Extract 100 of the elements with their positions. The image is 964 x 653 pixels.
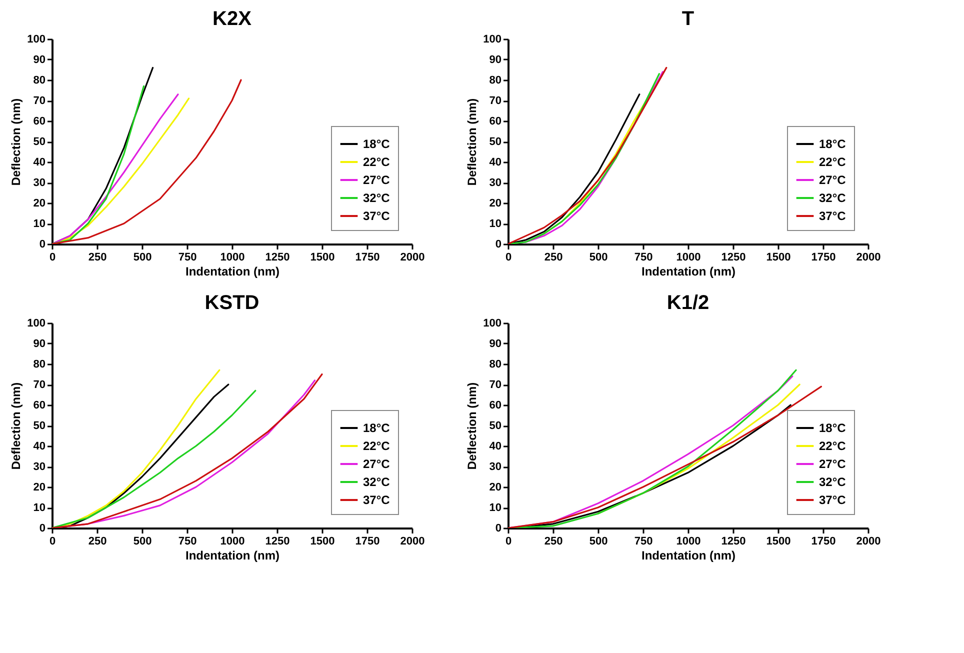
- x-tick-label: 1250: [721, 536, 746, 548]
- y-tick-label: 80: [33, 358, 46, 370]
- x-tick-label: 500: [133, 252, 152, 264]
- y-tick-label: 40: [33, 440, 46, 452]
- chart-title: K2X: [212, 8, 252, 30]
- y-tick-label: 0: [39, 238, 46, 250]
- y-tick-label: 90: [489, 338, 502, 350]
- x-tick-label: 500: [133, 536, 152, 548]
- y-axis-title: Deflection (nm): [465, 382, 480, 470]
- legend-label: 27°C: [363, 173, 390, 187]
- legend-label: 37°C: [363, 209, 390, 223]
- y-tick-label: 100: [27, 34, 46, 46]
- x-tick-label: 0: [49, 252, 56, 264]
- x-tick-label: 1250: [265, 252, 290, 264]
- y-tick-label: 10: [33, 502, 46, 514]
- x-axis-title: Indentation (nm): [642, 548, 736, 562]
- line-series: [52, 85, 145, 244]
- x-tick-label: 1000: [676, 252, 701, 264]
- y-tick-label: 50: [33, 420, 46, 432]
- y-tick-label: 80: [33, 74, 46, 86]
- x-tick-label: 2000: [856, 252, 881, 264]
- x-tick-label: 500: [589, 536, 608, 548]
- x-tick-label: 1500: [766, 536, 791, 548]
- y-tick-label: 100: [27, 318, 46, 330]
- x-tick-label: 1500: [310, 252, 335, 264]
- legend-label: 18°C: [363, 137, 390, 151]
- x-axis-title: Indentation (nm): [642, 264, 736, 278]
- legend-label: 27°C: [363, 457, 390, 471]
- y-tick-label: 30: [489, 461, 502, 473]
- y-axis-title: Deflection (nm): [9, 98, 24, 186]
- y-tick-label: 80: [489, 74, 502, 86]
- legend-label: 22°C: [363, 155, 390, 169]
- y-tick-label: 40: [489, 156, 502, 168]
- x-tick-label: 750: [634, 536, 653, 548]
- legend-label: 37°C: [819, 493, 846, 507]
- x-tick-label: 2000: [400, 536, 425, 548]
- legend-label: 22°C: [819, 439, 846, 453]
- legend-label: 32°C: [819, 191, 846, 205]
- x-tick-label: 250: [88, 252, 107, 264]
- y-tick-label: 30: [33, 461, 46, 473]
- x-tick-label: 1250: [265, 536, 290, 548]
- legend-label: 37°C: [819, 209, 846, 223]
- y-tick-label: 20: [489, 482, 502, 494]
- chart-title: KSTD: [204, 292, 260, 314]
- y-tick-label: 30: [33, 177, 46, 189]
- x-tick-label: 2000: [856, 536, 881, 548]
- line-series: [52, 390, 256, 528]
- y-tick-label: 0: [495, 238, 502, 250]
- x-tick-label: 250: [544, 252, 563, 264]
- y-axis-title: Deflection (nm): [9, 382, 24, 470]
- y-tick-label: 10: [33, 218, 46, 230]
- y-tick-label: 70: [489, 379, 502, 391]
- chart-title: K1/2: [666, 292, 710, 314]
- y-tick-label: 40: [33, 156, 46, 168]
- legend-label: 18°C: [819, 137, 846, 151]
- y-tick-label: 70: [33, 95, 46, 107]
- legend-label: 22°C: [819, 155, 846, 169]
- legend-label: 22°C: [363, 439, 390, 453]
- x-axis-title: Indentation (nm): [186, 264, 280, 278]
- legend-label: 37°C: [363, 493, 390, 507]
- y-tick-label: 10: [489, 502, 502, 514]
- line-series: [52, 79, 242, 244]
- y-tick-label: 100: [483, 34, 502, 46]
- y-tick-label: 100: [483, 318, 502, 330]
- y-tick-label: 0: [495, 522, 502, 534]
- x-tick-label: 1500: [766, 252, 791, 264]
- y-tick-label: 90: [33, 54, 46, 66]
- y-tick-label: 60: [33, 400, 46, 412]
- legend-label: 32°C: [819, 475, 846, 489]
- x-tick-label: 1500: [310, 536, 335, 548]
- legend-label: 27°C: [819, 173, 846, 187]
- x-tick-label: 250: [88, 536, 107, 548]
- x-tick-label: 1000: [220, 536, 245, 548]
- x-tick-label: 1250: [721, 252, 746, 264]
- x-tick-label: 1750: [811, 536, 836, 548]
- x-tick-label: 0: [505, 536, 512, 548]
- y-tick-label: 90: [489, 54, 502, 66]
- x-axis-title: Indentation (nm): [186, 548, 280, 562]
- x-tick-label: 250: [544, 536, 563, 548]
- y-tick-label: 20: [33, 482, 46, 494]
- y-tick-label: 50: [489, 136, 502, 148]
- y-axis-title: Deflection (nm): [465, 98, 480, 186]
- legend-label: 27°C: [819, 457, 846, 471]
- legend-label: 18°C: [363, 421, 390, 435]
- y-tick-label: 70: [33, 379, 46, 391]
- x-tick-label: 0: [505, 252, 512, 264]
- legend-label: 32°C: [363, 191, 390, 205]
- x-tick-label: 750: [178, 536, 197, 548]
- y-tick-label: 40: [489, 440, 502, 452]
- y-tick-label: 60: [33, 116, 46, 128]
- x-tick-label: 2000: [400, 252, 425, 264]
- x-tick-label: 500: [589, 252, 608, 264]
- x-tick-label: 0: [49, 536, 56, 548]
- y-tick-label: 60: [489, 400, 502, 412]
- y-tick-label: 10: [489, 218, 502, 230]
- chart-title: T: [682, 8, 694, 30]
- y-tick-label: 70: [489, 95, 502, 107]
- legend-label: 18°C: [819, 421, 846, 435]
- x-tick-label: 1750: [811, 252, 836, 264]
- x-tick-label: 1000: [676, 536, 701, 548]
